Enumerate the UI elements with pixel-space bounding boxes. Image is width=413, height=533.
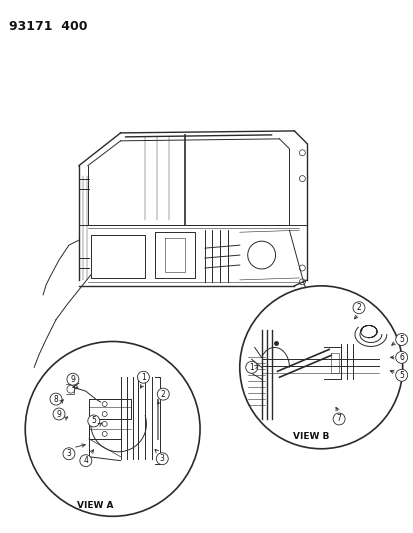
Text: VIEW A: VIEW A: [76, 502, 113, 511]
Text: 3: 3: [159, 454, 164, 463]
Text: 93171  400: 93171 400: [9, 20, 88, 33]
Text: 9: 9: [70, 375, 75, 384]
Circle shape: [332, 413, 344, 425]
Text: 3: 3: [66, 449, 71, 458]
Circle shape: [239, 286, 402, 449]
Circle shape: [80, 455, 92, 467]
Circle shape: [63, 448, 75, 459]
Text: 7: 7: [336, 415, 341, 424]
Text: VIEW B: VIEW B: [292, 432, 329, 441]
Circle shape: [395, 369, 407, 381]
Circle shape: [67, 373, 78, 385]
Circle shape: [245, 361, 257, 373]
Text: 1: 1: [249, 363, 254, 372]
Circle shape: [156, 453, 168, 465]
Text: 4: 4: [83, 456, 88, 465]
Circle shape: [157, 388, 169, 400]
Text: 1: 1: [141, 373, 145, 382]
Circle shape: [53, 408, 65, 420]
Circle shape: [395, 334, 407, 345]
Circle shape: [137, 372, 149, 383]
Text: 6: 6: [398, 353, 403, 362]
Text: 5: 5: [398, 371, 403, 380]
Circle shape: [88, 415, 100, 427]
Circle shape: [50, 393, 62, 405]
Text: 8: 8: [54, 394, 58, 403]
Circle shape: [25, 342, 199, 516]
Text: 5: 5: [398, 335, 403, 344]
Text: 5: 5: [91, 416, 96, 425]
Text: 9: 9: [57, 409, 61, 418]
Text: 2: 2: [356, 303, 361, 312]
Circle shape: [395, 351, 407, 364]
Circle shape: [352, 302, 364, 314]
Text: 2: 2: [161, 390, 165, 399]
